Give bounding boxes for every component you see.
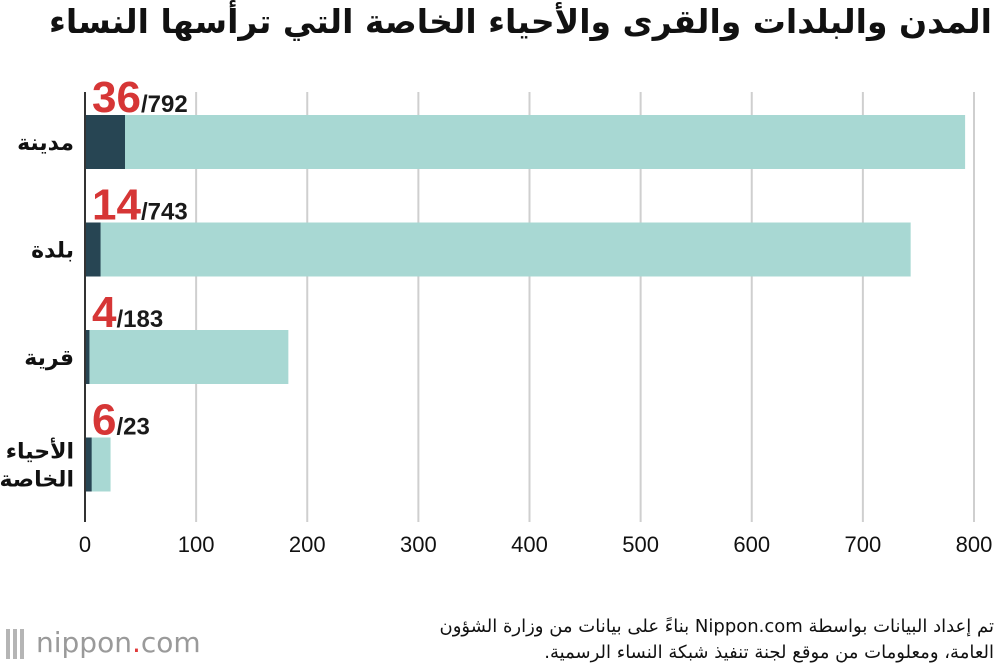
bar-total xyxy=(85,330,289,384)
total-count-label: /743 xyxy=(141,199,188,226)
x-tick-label: 800 xyxy=(956,532,993,557)
x-tick-label: 100 xyxy=(178,532,215,557)
bar-women xyxy=(85,115,126,169)
source-line-2: العامة، ومعلومات من موقع لجنة تنفيذ شبكة… xyxy=(544,642,994,663)
total-count-label: /183 xyxy=(116,306,163,333)
women-count-label: 4 xyxy=(92,288,117,337)
value-label: 14/743 xyxy=(92,181,188,230)
logo-dot: . xyxy=(131,626,141,659)
x-tick-label: 200 xyxy=(289,532,326,557)
bar-women xyxy=(85,222,101,277)
category-label: الخاصة xyxy=(0,468,74,493)
value-label: 4/183 xyxy=(92,288,163,337)
women-count-label: 36 xyxy=(92,73,141,122)
value-label: 6/23 xyxy=(92,396,150,445)
bar-total xyxy=(85,222,911,277)
total-count-label: /23 xyxy=(116,414,149,441)
category-label: الأحياء xyxy=(6,437,74,465)
bar-women xyxy=(85,330,90,384)
nippon-logo: nippon.com xyxy=(4,626,201,661)
x-tick-label: 400 xyxy=(511,532,548,557)
category-label: بلدة xyxy=(31,239,74,264)
value-label: 36/792 xyxy=(92,73,188,122)
women-count-label: 14 xyxy=(92,181,141,230)
category-label: مدينة xyxy=(17,131,74,156)
x-tick-label: 0 xyxy=(79,532,91,557)
x-tick-label: 300 xyxy=(400,532,437,557)
logo-suffix: com xyxy=(140,626,201,659)
women-count-label: 6 xyxy=(92,396,116,445)
logo-name: nippon xyxy=(36,626,132,659)
bar-women xyxy=(85,437,92,492)
bar-chart: 0 100 200 300 400 500 600 700 800 مدينة بلدة قرية ال… xyxy=(0,73,993,557)
category-label: قرية xyxy=(24,346,74,371)
bar-total xyxy=(85,115,966,169)
logo-mark-icon xyxy=(6,629,24,659)
x-tick-label: 500 xyxy=(622,532,659,557)
source-note: تم إعداد البيانات بواسطة Nippon.com بناء… xyxy=(334,614,994,666)
x-tick-label: 600 xyxy=(733,532,770,557)
chart-title: المدن والبلدات والقرى والأحياء الخاصة ال… xyxy=(48,2,992,41)
x-tick-label: 700 xyxy=(845,532,882,557)
source-line-1: تم إعداد البيانات بواسطة Nippon.com بناء… xyxy=(439,616,994,637)
total-count-label: /792 xyxy=(141,91,188,118)
